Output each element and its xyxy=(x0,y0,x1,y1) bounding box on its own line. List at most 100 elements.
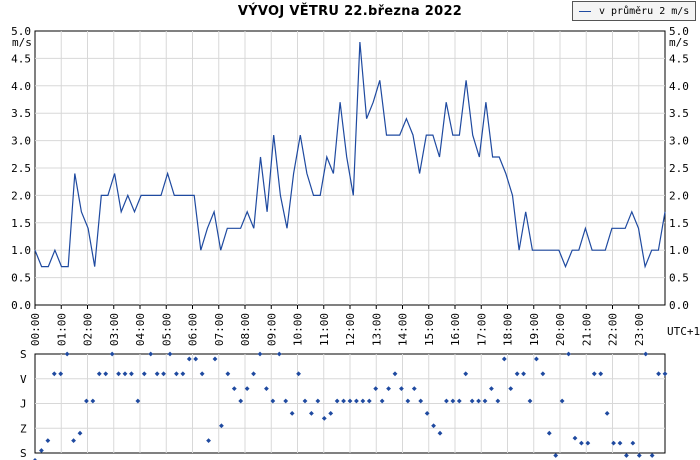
x-tick-label: 19:00 xyxy=(528,313,541,346)
direction-point xyxy=(521,371,526,377)
direction-point xyxy=(630,440,636,446)
direction-point xyxy=(167,351,173,357)
direction-point xyxy=(309,411,314,416)
y-tick-label-left: 1.0 xyxy=(11,244,31,257)
direction-point xyxy=(219,423,224,429)
y-tick-label-right: 3.0 xyxy=(669,135,689,148)
y-tick-label-left: 3.5 xyxy=(11,107,31,120)
direction-point xyxy=(206,438,211,444)
direction-point xyxy=(231,386,237,392)
direction-point xyxy=(495,398,501,404)
direction-point xyxy=(386,386,391,392)
direction-point xyxy=(501,356,507,362)
direction-point xyxy=(270,398,276,404)
direction-category-label: V xyxy=(20,373,27,386)
direction-point xyxy=(341,398,346,404)
direction-category-label: Z xyxy=(20,422,27,435)
x-tick-label: 18:00 xyxy=(502,313,515,346)
direction-point xyxy=(328,411,334,416)
direction-point xyxy=(469,398,475,404)
direction-point xyxy=(58,371,64,377)
x-tick-label: 07:00 xyxy=(213,313,226,346)
direction-point xyxy=(546,430,552,436)
direction-point xyxy=(64,351,70,357)
direction-point xyxy=(109,351,115,357)
direction-point xyxy=(399,386,404,392)
x-tick-label: 12:00 xyxy=(344,313,357,346)
direction-point xyxy=(276,351,282,357)
direction-point xyxy=(444,398,449,404)
direction-point xyxy=(540,371,546,377)
y-tick-label-left: 3.0 xyxy=(11,135,31,148)
direction-point xyxy=(373,386,379,392)
y-tick-label-right: 1.5 xyxy=(669,217,689,230)
direction-point xyxy=(636,453,642,458)
direction-category-label: S xyxy=(20,447,27,460)
direction-point xyxy=(174,371,179,377)
direction-point xyxy=(116,371,121,377)
direction-point xyxy=(392,371,398,377)
direction-point xyxy=(656,371,661,377)
direction-point xyxy=(572,435,578,441)
x-tick-label: 03:00 xyxy=(108,313,121,346)
y-tick-label-right: 1.0 xyxy=(669,244,689,257)
x-tick-label: 05:00 xyxy=(160,313,173,346)
direction-point xyxy=(366,398,372,404)
direction-point xyxy=(418,398,424,404)
x-tick-label: 17:00 xyxy=(475,313,488,346)
direction-point xyxy=(283,398,289,404)
direction-point xyxy=(289,411,295,416)
x-tick-label: 22:00 xyxy=(607,313,620,346)
y-tick-label-right: 3.5 xyxy=(669,107,689,120)
direction-point xyxy=(334,398,340,404)
direction-point xyxy=(135,398,141,404)
direction-point xyxy=(39,448,44,453)
y-tick-label-right: 4.0 xyxy=(669,80,689,93)
unit-label-right: m/s xyxy=(669,36,689,49)
direction-point xyxy=(579,440,584,446)
x-tick-label: 06:00 xyxy=(187,313,200,346)
y-tick-label-left: 0.5 xyxy=(11,272,31,285)
direction-point xyxy=(199,371,205,377)
y-tick-label-left: 0.0 xyxy=(11,299,31,312)
direction-point xyxy=(257,351,263,357)
direction-point xyxy=(379,398,385,404)
direction-point xyxy=(604,411,610,416)
x-tick-label: 02:00 xyxy=(82,313,95,346)
direction-point xyxy=(347,398,353,404)
direction-point xyxy=(154,371,160,377)
direction-point xyxy=(662,371,668,377)
direction-point xyxy=(238,398,244,404)
direction-point xyxy=(624,453,629,458)
direction-point xyxy=(148,351,154,357)
direction-point xyxy=(244,386,250,392)
direction-point xyxy=(405,398,411,404)
direction-point xyxy=(225,371,231,377)
y-tick-label-right: 5.0 xyxy=(669,25,689,38)
x-tick-label: 00:00 xyxy=(29,313,42,346)
unit-label-left: m/s xyxy=(12,36,32,49)
direction-point xyxy=(103,371,109,377)
direction-point xyxy=(315,398,321,404)
y-tick-label-left: 2.5 xyxy=(11,162,31,175)
x-tick-label: 11:00 xyxy=(318,313,331,346)
x-tick-label: 08:00 xyxy=(239,313,252,346)
direction-point xyxy=(71,438,76,444)
direction-point xyxy=(431,423,436,429)
y-tick-label-left: 4.5 xyxy=(11,52,31,65)
y-tick-label-right: 0.0 xyxy=(669,299,689,312)
y-tick-label-right: 4.5 xyxy=(669,52,689,65)
direction-point xyxy=(411,386,417,392)
speed-panel: 0.0 0.0 0.5 0.5 1.0 1.0 1.5 1.5 2.0 2.0 2.5 2.5 3.0 3… xyxy=(11,25,700,346)
x-tick-label: 14:00 xyxy=(397,313,410,346)
y-tick-label-right: 2.0 xyxy=(669,189,689,202)
legend-line-swatch xyxy=(579,10,591,12)
x-tick-label: 23:00 xyxy=(633,313,646,346)
direction-point xyxy=(51,371,57,377)
direction-point xyxy=(611,440,616,446)
y-tick-label-right: 0.5 xyxy=(669,272,689,285)
direction-point xyxy=(482,398,488,404)
legend: v průměru 2 m/s xyxy=(572,1,696,21)
direction-point xyxy=(437,430,443,436)
